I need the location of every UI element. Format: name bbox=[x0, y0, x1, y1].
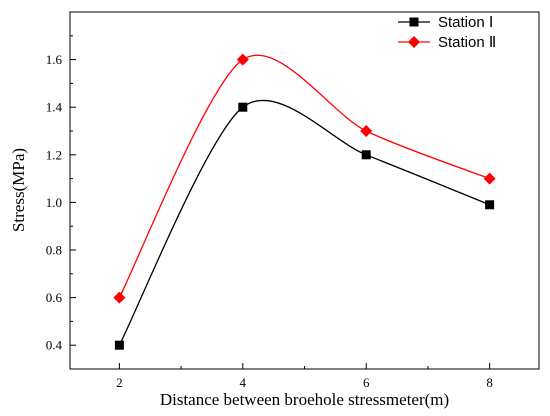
x-tick-label: 2 bbox=[116, 375, 123, 390]
data-point-station-1 bbox=[485, 200, 495, 210]
legend-label: Station Ⅱ bbox=[438, 34, 496, 51]
x-tick-label: 4 bbox=[240, 375, 247, 390]
legend-marker bbox=[408, 36, 420, 48]
y-tick-label: 0.4 bbox=[46, 338, 63, 353]
legend-marker bbox=[409, 17, 419, 27]
data-point-station-1 bbox=[361, 150, 371, 160]
y-tick-label: 0.6 bbox=[46, 290, 63, 305]
y-axis-ticks: 0.4 0.6 0.8 1.0 1.2 1.4 1.6 bbox=[46, 11, 76, 370]
series-layer bbox=[113, 53, 496, 350]
y-tick-label: 1.2 bbox=[46, 147, 62, 162]
y-tick-label: 1.0 bbox=[46, 195, 62, 210]
data-point-station-2 bbox=[360, 125, 373, 137]
x-axis-title: Distance between broehole stressmeter(m) bbox=[160, 390, 449, 409]
y-axis-title: Stress(MPa) bbox=[9, 148, 28, 232]
plot-frame bbox=[69, 11, 540, 370]
x-tick-label: 6 bbox=[363, 375, 370, 390]
series-line-station-2 bbox=[118, 54, 490, 298]
x-tick-label: 8 bbox=[486, 375, 493, 390]
x-axis-ticks: 2 4 6 8 bbox=[116, 363, 493, 390]
y-tick-label: 1.4 bbox=[46, 100, 63, 115]
series-line-station-1 bbox=[118, 99, 490, 346]
data-point-station-2 bbox=[483, 172, 496, 185]
data-point-station-2 bbox=[236, 53, 249, 66]
legend: Station Ⅰ Station Ⅱ bbox=[398, 14, 496, 51]
data-point-station-2 bbox=[113, 291, 126, 304]
y-tick-label: 1.6 bbox=[46, 52, 63, 67]
legend-label: Station Ⅰ bbox=[438, 14, 493, 31]
data-point-station-1 bbox=[114, 340, 124, 350]
data-point-station-1 bbox=[238, 102, 248, 112]
y-tick-label: 0.8 bbox=[46, 243, 62, 258]
